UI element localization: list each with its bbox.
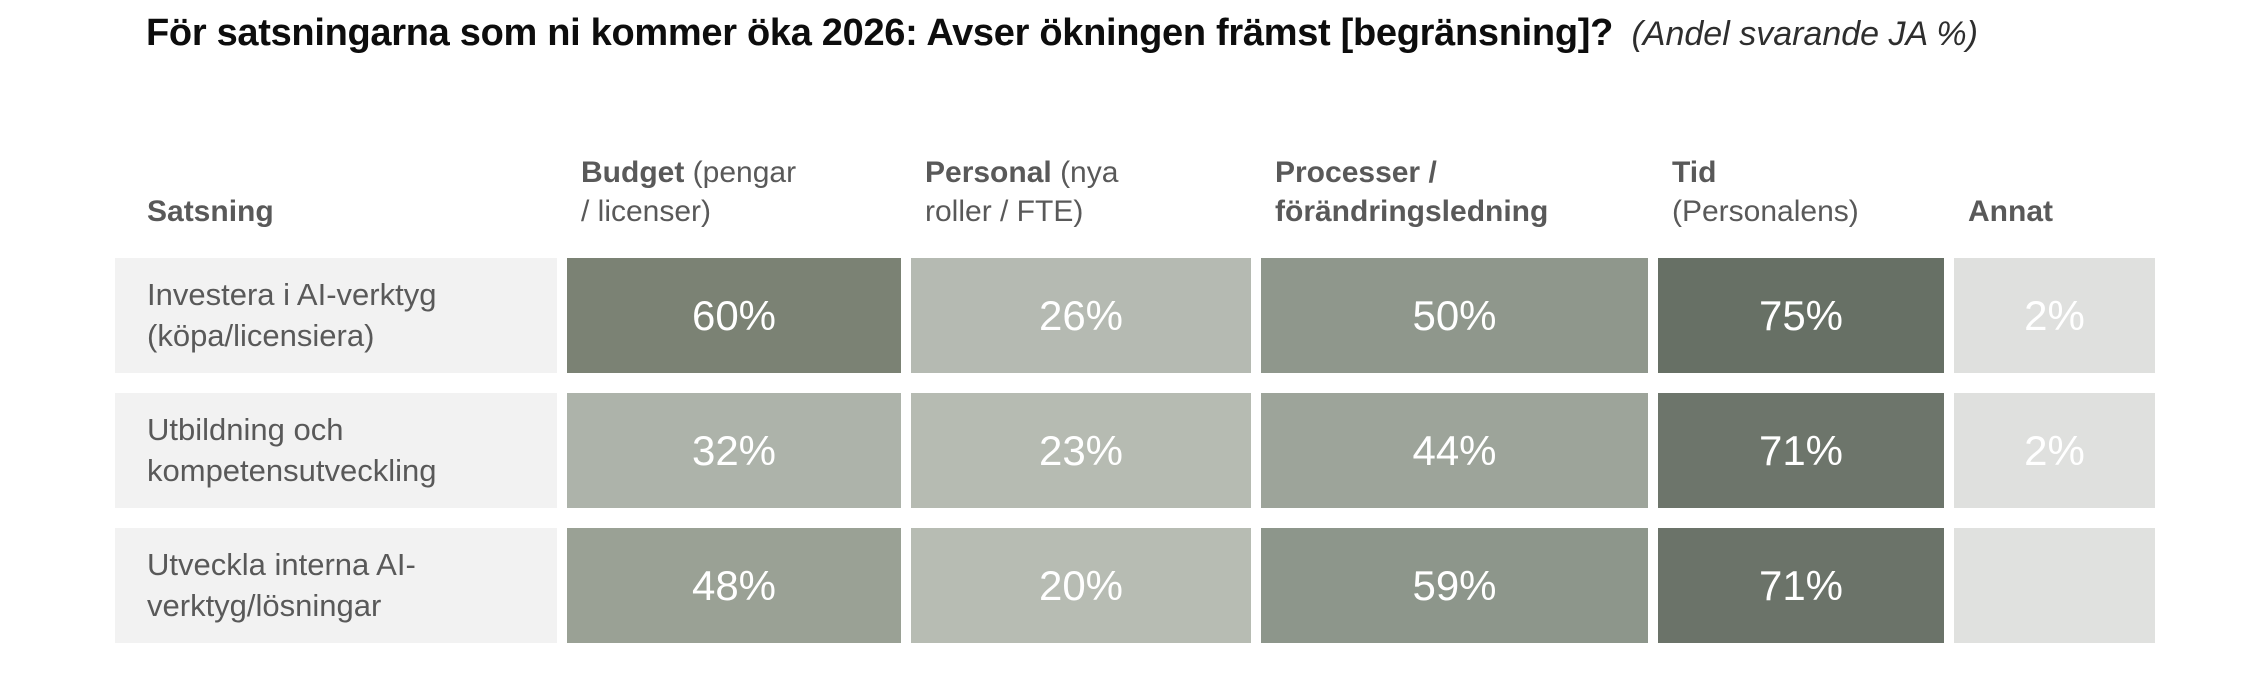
column-header-budget: Budget (pengar / licenser)	[567, 153, 901, 238]
value-cell-3-tid: 71%	[1658, 528, 1944, 643]
value-cell-2-personal: 23%	[911, 393, 1251, 508]
value-cell-2-budget: 32%	[567, 393, 901, 508]
chart-title: För satsningarna som ni kommer öka 2026:…	[146, 12, 1614, 54]
value-cell-1-budget: 60%	[567, 258, 901, 373]
chart-subtitle: (Andel svarande JA %)	[1631, 15, 1978, 53]
column-header-line: Personal (nya	[925, 155, 1119, 189]
value-cell-1-processer: 50%	[1261, 258, 1648, 373]
value-cell-3-budget: 48%	[567, 528, 901, 643]
column-header-line: Budget (pengar	[581, 155, 797, 189]
column-header-tid: Tid (Personalens)	[1658, 153, 1944, 238]
value-cell-3-processer: 59%	[1261, 528, 1648, 643]
value-cell-1-tid: 75%	[1658, 258, 1944, 373]
column-header-line: (Personalens)	[1672, 195, 1859, 229]
column-header-line: förändringsledning	[1275, 195, 1549, 229]
column-header-personal: Personal (nya roller / FTE)	[911, 153, 1251, 238]
row-label-1: Investera i AI-verktyg (köpa/licensiera)	[115, 258, 557, 373]
column-header-processer: Processer / förändringsledning	[1261, 153, 1648, 238]
column-header-line: roller / FTE)	[925, 195, 1084, 229]
value-cell-1-annat: 2%	[1954, 258, 2155, 373]
heatmap-table: Satsning Budget (pengar / licenser) Persona…	[115, 140, 2155, 643]
value-cell-2-annat: 2%	[1954, 393, 2155, 508]
column-header-line: Tid	[1672, 155, 1717, 189]
chart-title-line: För satsningarna som ni kommer öka 2026:…	[146, 12, 1978, 55]
value-cell-2-processer: 44%	[1261, 393, 1648, 508]
row-label-2: Utbildning och kompetensutveckling	[115, 393, 557, 508]
value-cell-1-personal: 26%	[911, 258, 1251, 373]
value-cell-3-annat	[1954, 528, 2155, 643]
column-header-label: Satsning	[147, 195, 274, 229]
column-header-annat: Annat	[1954, 192, 2155, 238]
column-header-satsning: Satsning	[115, 192, 557, 238]
column-header-line: Processer /	[1275, 155, 1437, 189]
column-header-line: Annat	[1968, 195, 2053, 229]
value-cell-3-personal: 20%	[911, 528, 1251, 643]
row-label-3: Utveckla interna AI- verktyg/lösningar	[115, 528, 557, 643]
value-cell-2-tid: 71%	[1658, 393, 1944, 508]
column-header-line: / licenser)	[581, 195, 712, 229]
